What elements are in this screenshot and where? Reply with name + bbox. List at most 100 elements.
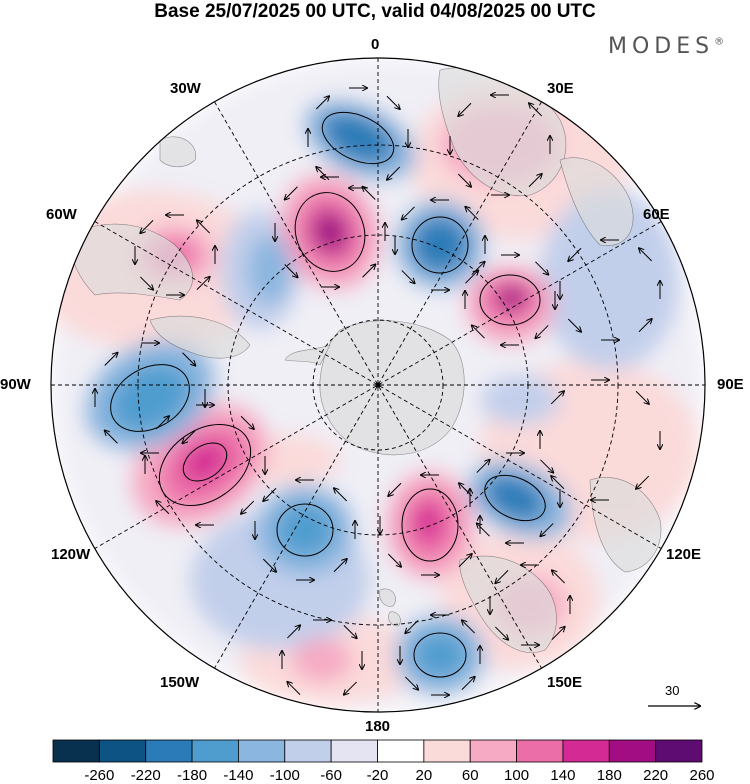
colorbar-cell — [655, 739, 703, 763]
colorbar-tick-label: -220 — [130, 767, 161, 784]
colorbar-tick-label: -100 — [269, 767, 300, 784]
wind-vector — [529, 103, 543, 117]
wind-vector — [155, 416, 169, 430]
colorbar-cell — [191, 739, 239, 763]
wind-vector — [551, 476, 565, 490]
wind-vector — [334, 488, 348, 502]
modes-logo: MODES® — [608, 34, 725, 59]
wind-vector — [457, 173, 471, 187]
lon-label-120e: 120E — [666, 546, 702, 563]
wind-vector — [540, 459, 553, 473]
wind-vector — [552, 570, 566, 584]
colorbar-cell — [516, 739, 564, 763]
colorbar-cell — [52, 739, 100, 763]
wind-vector — [458, 554, 472, 568]
colorbar — [52, 739, 703, 763]
colorbar-cell — [562, 739, 610, 763]
lon-label-30w: 30W — [170, 80, 201, 97]
wind-vector — [405, 619, 419, 633]
wind-vector — [472, 325, 485, 339]
reference-vector-label: 30 — [665, 683, 680, 698]
lon-label-150w: 150W — [160, 674, 200, 691]
wind-vector — [465, 207, 479, 220]
map-title: Base 25/07/2025 00 UTC, valid 04/08/2025… — [154, 1, 596, 22]
colorbar-cell — [284, 739, 332, 763]
colorbar-tick-label: -60 — [320, 767, 342, 784]
wind-vector — [639, 248, 653, 262]
wind-vector — [183, 430, 196, 444]
colorbar-cell — [608, 739, 657, 763]
wind-vector — [387, 166, 401, 180]
wind-vector — [635, 390, 649, 404]
colorbar-tick-label: 220 — [643, 767, 669, 784]
lon-label-30e: 30E — [547, 80, 574, 97]
wind-vector — [104, 353, 118, 366]
wind-vector — [182, 352, 196, 366]
colorbar-tick-label: 140 — [550, 767, 576, 784]
lon-label-90w: 90W — [0, 376, 31, 393]
wind-vector — [263, 487, 277, 501]
colorbar-tick-label: -260 — [84, 767, 115, 784]
wind-vector — [285, 186, 298, 200]
wind-vector — [315, 96, 329, 110]
wind-vector — [197, 220, 211, 234]
wind-vector — [528, 174, 542, 188]
colorbar-cell — [145, 739, 193, 763]
wind-vector — [476, 460, 490, 473]
wind-vector — [535, 261, 548, 275]
wind-vector — [343, 624, 357, 638]
colorbar-tick-label: 260 — [689, 767, 715, 784]
wind-vector — [105, 431, 118, 444]
wind-vector — [495, 569, 509, 583]
wind-vector — [362, 265, 376, 278]
wind-vector — [333, 559, 347, 573]
colorbar-tick-label: -180 — [177, 767, 208, 784]
lon-label-180: 180 — [365, 718, 391, 735]
lon-label-120w: 120W — [51, 546, 91, 563]
wind-vector — [567, 318, 581, 332]
wind-vector — [494, 626, 508, 640]
colorbar-tick-label: 100 — [504, 767, 530, 784]
wind-vector — [287, 682, 301, 696]
colorbar-cell — [469, 739, 517, 763]
colorbar-cell — [423, 739, 471, 763]
colorbar-cell — [377, 739, 425, 763]
lon-label-60e: 60E — [643, 206, 670, 223]
wind-vectors — [95, 88, 660, 695]
colorbar-tick-label: 60 — [461, 767, 479, 784]
colorbar-tick-label: 180 — [596, 767, 622, 784]
wind-vector — [316, 167, 330, 181]
wind-vector — [387, 553, 401, 567]
wind-vector — [535, 325, 549, 338]
contours — [110, 111, 546, 678]
wind-vector — [458, 102, 472, 116]
wind-vector — [540, 523, 554, 536]
lon-label-90e: 90E — [717, 376, 744, 393]
wind-vector — [402, 206, 415, 220]
lon-label-150e: 150E — [547, 674, 583, 691]
lon-label-0: 0 — [371, 36, 380, 53]
wind-vector — [284, 264, 298, 278]
wind-vector — [386, 95, 400, 109]
wind-vector — [262, 558, 276, 572]
wind-vector — [461, 677, 475, 691]
pole-marker — [375, 382, 381, 388]
colorbar-tick-label: -140 — [223, 767, 254, 784]
map-boundary — [50, 57, 706, 713]
wind-vector — [240, 415, 254, 429]
wind-vector — [401, 270, 415, 283]
colorbar-cell — [330, 739, 378, 763]
colorbar-cell — [238, 739, 286, 763]
wind-vector — [286, 625, 300, 639]
wind-vector — [196, 277, 210, 291]
colorbar-tick-label: 20 — [415, 767, 433, 784]
wind-vector — [551, 627, 565, 641]
wind-vector — [388, 482, 402, 496]
wind-vector — [465, 270, 478, 284]
wind-vector — [241, 500, 255, 514]
colorbar-tick-label: -20 — [366, 767, 389, 784]
wind-vector — [636, 475, 650, 489]
wind-vector — [462, 620, 476, 634]
graticule — [51, 58, 705, 712]
wind-vector — [156, 501, 170, 515]
